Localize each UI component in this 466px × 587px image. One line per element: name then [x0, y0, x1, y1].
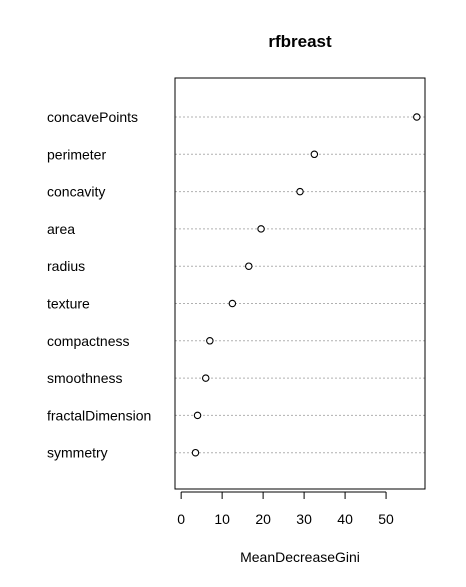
point-radius — [245, 262, 253, 270]
point-texture — [228, 299, 237, 308]
plot-area: concavePoints perimeter concavity area radiu… — [47, 109, 425, 461]
variable-label-fractaldimension: fractalDimension — [47, 407, 151, 423]
variable-label-texture: texture — [47, 296, 90, 312]
plot-frame — [174, 77, 426, 490]
x-tick-label-10: 10 — [214, 511, 230, 527]
variable-label-area: area — [47, 221, 75, 237]
x-tick-label-0: 0 — [177, 511, 185, 527]
point-smoothness — [201, 374, 210, 382]
x-axis: 0 10 20 30 40 50 — [177, 491, 394, 527]
x-axis-label: MeanDecreaseGini — [240, 549, 360, 565]
x-tick-label-30: 30 — [296, 511, 312, 527]
variable-label-smoothness: smoothness — [47, 370, 122, 386]
point-concavepoints — [413, 113, 421, 121]
point-concavity — [296, 187, 304, 196]
variable-label-symmetry: symmetry — [47, 445, 108, 461]
variable-label-concavepoints: concavePoints — [47, 109, 138, 125]
point-fractaldimension — [193, 411, 202, 420]
variable-label-perimeter: perimeter — [47, 146, 106, 162]
x-tick-label-50: 50 — [378, 511, 394, 527]
point-symmetry — [191, 448, 200, 457]
chart-title: rfbreast — [268, 32, 332, 51]
variable-label-concavity: concavity — [47, 184, 105, 200]
variable-label-compactness: compactness — [47, 333, 129, 349]
x-tick-label-40: 40 — [337, 511, 353, 527]
variable-label-radius: radius — [47, 258, 85, 274]
point-perimeter — [310, 150, 319, 159]
x-tick-label-20: 20 — [255, 511, 271, 527]
point-compactness — [206, 337, 214, 345]
point-area — [257, 225, 265, 233]
